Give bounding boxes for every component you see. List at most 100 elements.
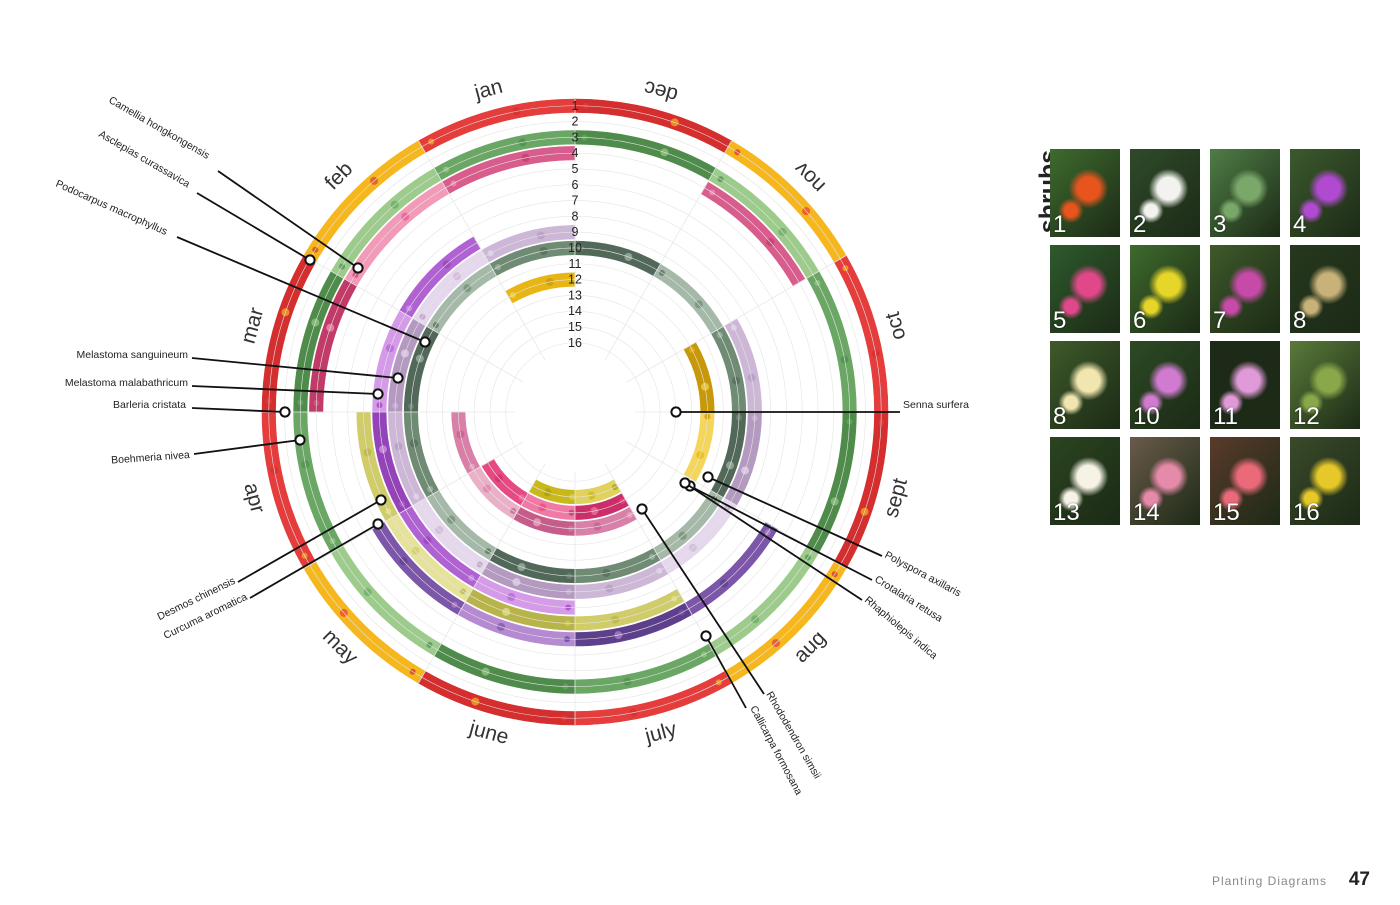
plant-label: Podocarpus macrophyllus: [54, 178, 169, 238]
grid-spoke: [626, 255, 847, 383]
ring-number: 13: [568, 288, 582, 302]
month-label-sept: sept: [879, 476, 912, 520]
leader-marker: [375, 494, 387, 506]
shrub-thumbnail: 6: [1130, 245, 1200, 333]
shrub-thumbnail: 16: [1290, 437, 1360, 525]
leader-marker: [294, 434, 306, 446]
leader-marker: [700, 630, 712, 642]
grid-spoke: [303, 255, 524, 383]
leader-line: [196, 192, 311, 261]
leader-line: [684, 482, 863, 601]
ring-number: 6: [572, 178, 579, 192]
ring-number: 14: [568, 304, 582, 318]
leader-line: [249, 523, 379, 599]
ring-segments: [261, 98, 889, 726]
shrub-number: 4: [1293, 211, 1307, 237]
ring-number: 3: [572, 130, 579, 144]
shrub-thumbnail: 8: [1050, 341, 1120, 429]
leader-marker: [419, 336, 431, 348]
shrub-thumbnail: 3: [1210, 149, 1280, 237]
shrub-number: 16: [1293, 499, 1320, 525]
grid-spoke: [418, 140, 546, 361]
shrub-thumbnail: 13: [1050, 437, 1120, 525]
ring-number: 5: [572, 162, 579, 176]
shrub-number: 15: [1213, 499, 1240, 525]
leader-line: [191, 407, 286, 413]
leader-marker: [279, 406, 291, 418]
shrub-number: 8: [1293, 307, 1307, 333]
ring-number: 15: [568, 320, 582, 334]
ring-number: 11: [569, 257, 582, 271]
ring-12-segment: [683, 341, 715, 413]
ring-number: 12: [568, 273, 582, 287]
ring-12-segment: [683, 411, 715, 483]
shrub-number: 12: [1293, 403, 1320, 429]
month-label-jan: jan: [471, 75, 505, 105]
leader-line: [641, 508, 765, 695]
month-label-june: june: [466, 716, 511, 749]
ring-number: 9: [572, 225, 579, 239]
leader-marker: [392, 372, 404, 384]
shrub-thumbnail: 2: [1130, 149, 1200, 237]
leader-marker: [679, 477, 691, 489]
shrub-thumbnail: 15: [1210, 437, 1280, 525]
plant-label: Melastoma sanguineum: [77, 349, 189, 361]
ring-number: 7: [572, 194, 579, 208]
ring-13-segment: [451, 411, 481, 475]
leader-marker: [372, 518, 384, 530]
shrub-thumbnail: 5: [1050, 245, 1120, 333]
ring-number: 10: [568, 241, 582, 255]
shrub-number: 3: [1213, 211, 1227, 237]
shrub-thumbnail: 10: [1130, 341, 1200, 429]
plant-label: Barleria cristata: [113, 399, 186, 411]
leader-line: [237, 499, 382, 583]
grid-circle: [505, 342, 645, 482]
footer-page-number: 47: [1348, 869, 1370, 890]
grid-spoke: [604, 140, 732, 361]
shrub-number: 1: [1053, 211, 1067, 237]
leader-line: [705, 635, 747, 709]
shrub-thumbnail: 11: [1210, 341, 1280, 429]
ring-number: 1: [572, 99, 579, 113]
month-label-dec: dec: [642, 76, 681, 107]
leader-marker: [304, 254, 316, 266]
shrub-number: 14: [1133, 499, 1160, 525]
plant-label: Melastoma malabathricum: [65, 377, 188, 389]
ring-number: 4: [572, 146, 579, 160]
shrub-number: 7: [1213, 307, 1227, 333]
grid-spoke: [418, 463, 546, 684]
grid-spoke: [303, 441, 524, 569]
leader-marker: [352, 262, 364, 274]
shrub-thumbnail: 1: [1050, 149, 1120, 237]
shrub-thumbnail: 12: [1290, 341, 1360, 429]
shrub-thumbnail: 8: [1290, 245, 1360, 333]
plant-label: Senna surfera: [903, 399, 969, 411]
leader-line: [689, 485, 873, 581]
plant-label: Boehmeria nivea: [111, 449, 191, 466]
leader-line: [191, 357, 399, 379]
shrub-thumbnail: 4: [1290, 149, 1360, 237]
leader-line: [707, 476, 883, 557]
ring-10-segment: [574, 240, 661, 277]
leader-marker: [670, 406, 682, 418]
month-label-mar: mar: [237, 305, 269, 346]
shrub-number: 10: [1133, 403, 1160, 429]
leader-line: [191, 385, 379, 395]
month-label-apr: apr: [239, 480, 269, 515]
grid-circle: [489, 326, 661, 498]
ring-number: 2: [572, 115, 579, 129]
footer-section: Planting Diagrams: [1211, 874, 1327, 888]
leader-line: [193, 439, 301, 455]
shrub-number: 13: [1053, 499, 1080, 525]
month-label-oct: oct: [881, 309, 911, 342]
month-label-july: july: [642, 717, 680, 748]
ring-12-segment: [504, 272, 576, 304]
shrub-number: 5: [1053, 307, 1067, 333]
shrub-thumbnail: 7: [1210, 245, 1280, 333]
grid-spoke: [604, 463, 732, 684]
ring-number: 8: [572, 209, 579, 223]
shrub-number: 6: [1133, 307, 1147, 333]
leader-line: [217, 170, 359, 269]
